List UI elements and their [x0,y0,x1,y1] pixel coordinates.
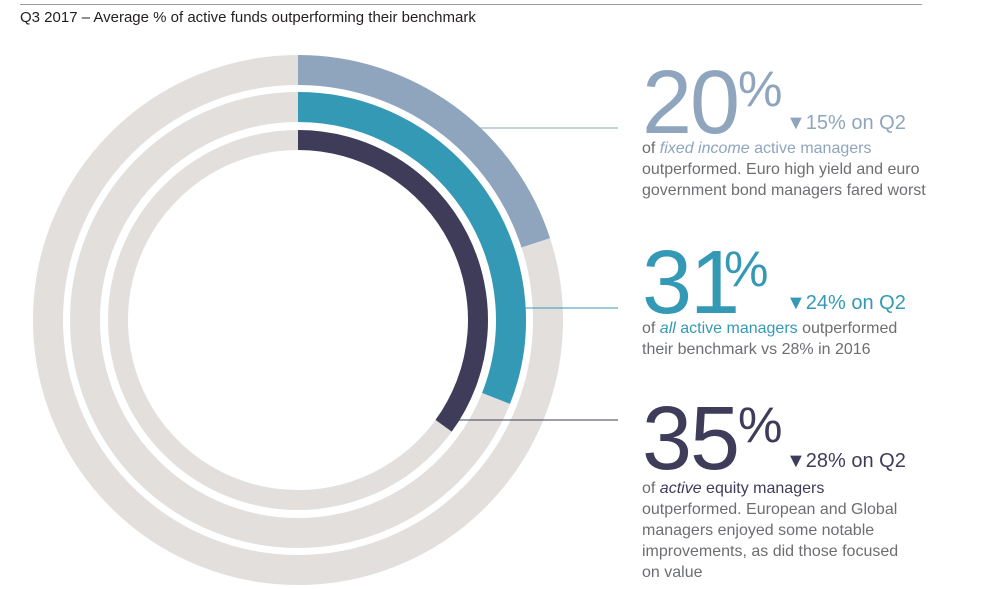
arc-fixed-income [297,55,551,248]
desc-emphasis: active [659,480,702,497]
stat-description: of fixed income active managers outperfo… [642,138,926,201]
desc-line: government bond managers fared worst [642,182,926,199]
desc-line: outperformed. European and Global [642,501,898,518]
change-label: ▼15% on Q2 [786,112,906,134]
desc-line: their benchmark vs 28% in 2016 [642,341,871,358]
stat-description: of active equity managers outperformed. … [642,478,898,583]
desc-line: managers enjoyed some notable [642,522,875,539]
desc-lead: of [642,140,660,157]
percent-sign: % [738,397,783,453]
stat-value: 20 [642,53,740,153]
desc-lead: of [642,480,660,497]
stat-value: 35 [642,389,740,489]
stat-description: of all active managers outperformed thei… [642,318,897,360]
chart-title: Q3 2017 – Average % of active funds outp… [20,9,476,26]
desc-line: outperformed. Euro high yield and euro [642,161,920,178]
percent-sign: % [724,241,769,297]
percent-sign: % [738,61,783,117]
change-label: ▼28% on Q2 [786,450,906,472]
desc-rest: outperformed [797,320,898,337]
desc-lead: of [642,320,660,337]
arc-all [297,92,526,404]
top-rule [20,4,922,5]
change-label: ▼24% on Q2 [786,292,906,314]
desc-highlight: active managers [749,140,872,157]
arc-equity [297,130,488,432]
desc-line: on value [642,564,703,581]
desc-highlight: active managers [675,320,798,337]
stat-value: 31 [642,233,740,333]
desc-highlight: equity managers [701,480,825,497]
desc-emphasis: fixed income [659,140,750,157]
desc-line: improvements, as did those focused [642,543,899,560]
desc-emphasis: all [659,320,676,337]
